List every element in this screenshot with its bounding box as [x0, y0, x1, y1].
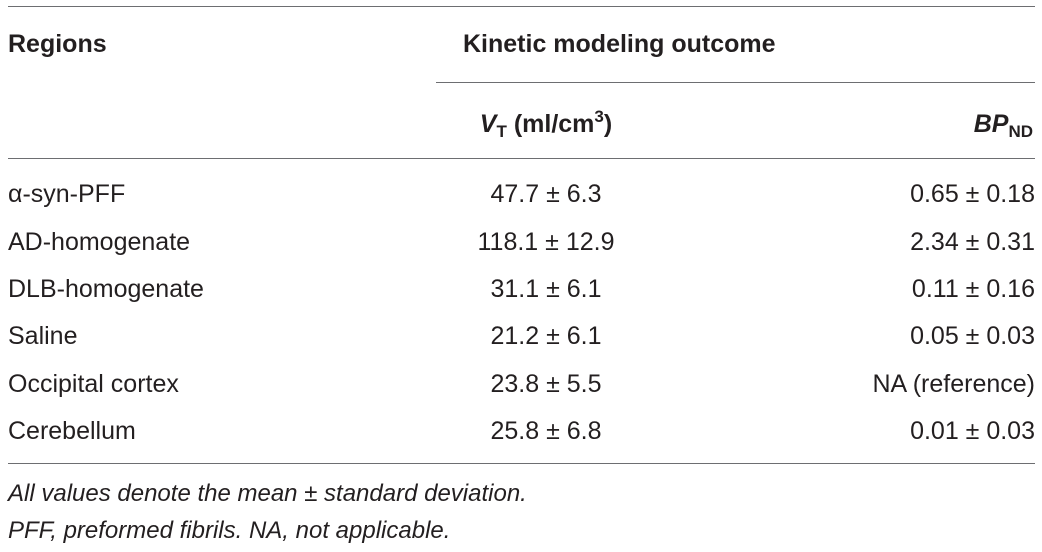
footnote: PFF, preformed fibrils. NA, not applicab…	[8, 517, 451, 544]
header-bottom-rule	[8, 158, 1035, 159]
vt-unit-suffix: )	[603, 110, 613, 138]
table-row: DLB-homogenate 31.1 ± 6.1 0.11 ± 0.16	[8, 265, 1035, 313]
bp-cell: 2.34 ± 0.31	[910, 228, 1035, 256]
table-top-rule	[8, 6, 1035, 7]
bp-symbol: BP	[973, 110, 1009, 138]
region-cell: Occipital cortex	[8, 370, 179, 398]
vt-unit-exponent: 3	[594, 107, 604, 126]
bp-cell: 0.11 ± 0.16	[911, 275, 1035, 303]
bp-subscript: ND	[1008, 122, 1033, 141]
vt-unit-prefix: (ml/cm	[506, 110, 595, 138]
bp-cell: 0.05 ± 0.03	[910, 322, 1035, 350]
vt-cell: 23.8 ± 5.5	[490, 370, 602, 398]
vt-subscript: T	[496, 122, 507, 141]
region-cell: Saline	[8, 322, 78, 350]
bp-cell: 0.65 ± 0.18	[910, 180, 1035, 208]
vt-symbol: V	[479, 110, 497, 138]
vt-cell: 25.8 ± 6.8	[490, 417, 602, 445]
vt-cell: 47.7 ± 6.3	[490, 180, 602, 208]
column-header-regions: Regions	[8, 30, 107, 58]
vt-cell: 21.2 ± 6.1	[490, 322, 602, 350]
column-group-header: Kinetic modeling outcome	[463, 30, 776, 58]
table-row: α-syn-PFF 47.7 ± 6.3 0.65 ± 0.18	[8, 170, 1035, 218]
footnote: All values denote the mean ± standard de…	[8, 480, 527, 507]
table-row: Occipital cortex 23.8 ± 5.5 NA (referenc…	[8, 360, 1035, 408]
region-cell: DLB-homogenate	[8, 275, 204, 303]
region-cell: α-syn-PFF	[8, 180, 126, 208]
region-cell: AD-homogenate	[8, 228, 191, 256]
bp-cell: 0.01 ± 0.03	[910, 417, 1035, 445]
bp-cell: NA (reference)	[872, 370, 1035, 398]
table-bottom-rule	[8, 463, 1035, 464]
column-header-bp: BPND	[868, 109, 1033, 141]
region-cell: Cerebellum	[8, 417, 136, 445]
table-row: AD-homogenate 118.1 ± 12.9 2.34 ± 0.31	[8, 218, 1035, 266]
vt-cell: 31.1 ± 6.1	[490, 275, 602, 303]
table-row: Cerebellum 25.8 ± 6.8 0.01 ± 0.03	[8, 407, 1035, 455]
group-header-rule	[436, 82, 1035, 83]
table-row: Saline 21.2 ± 6.1 0.05 ± 0.03	[8, 312, 1035, 360]
vt-cell: 118.1 ± 12.9	[477, 228, 615, 256]
column-header-vt: VT (ml/cm3)	[451, 107, 641, 141]
